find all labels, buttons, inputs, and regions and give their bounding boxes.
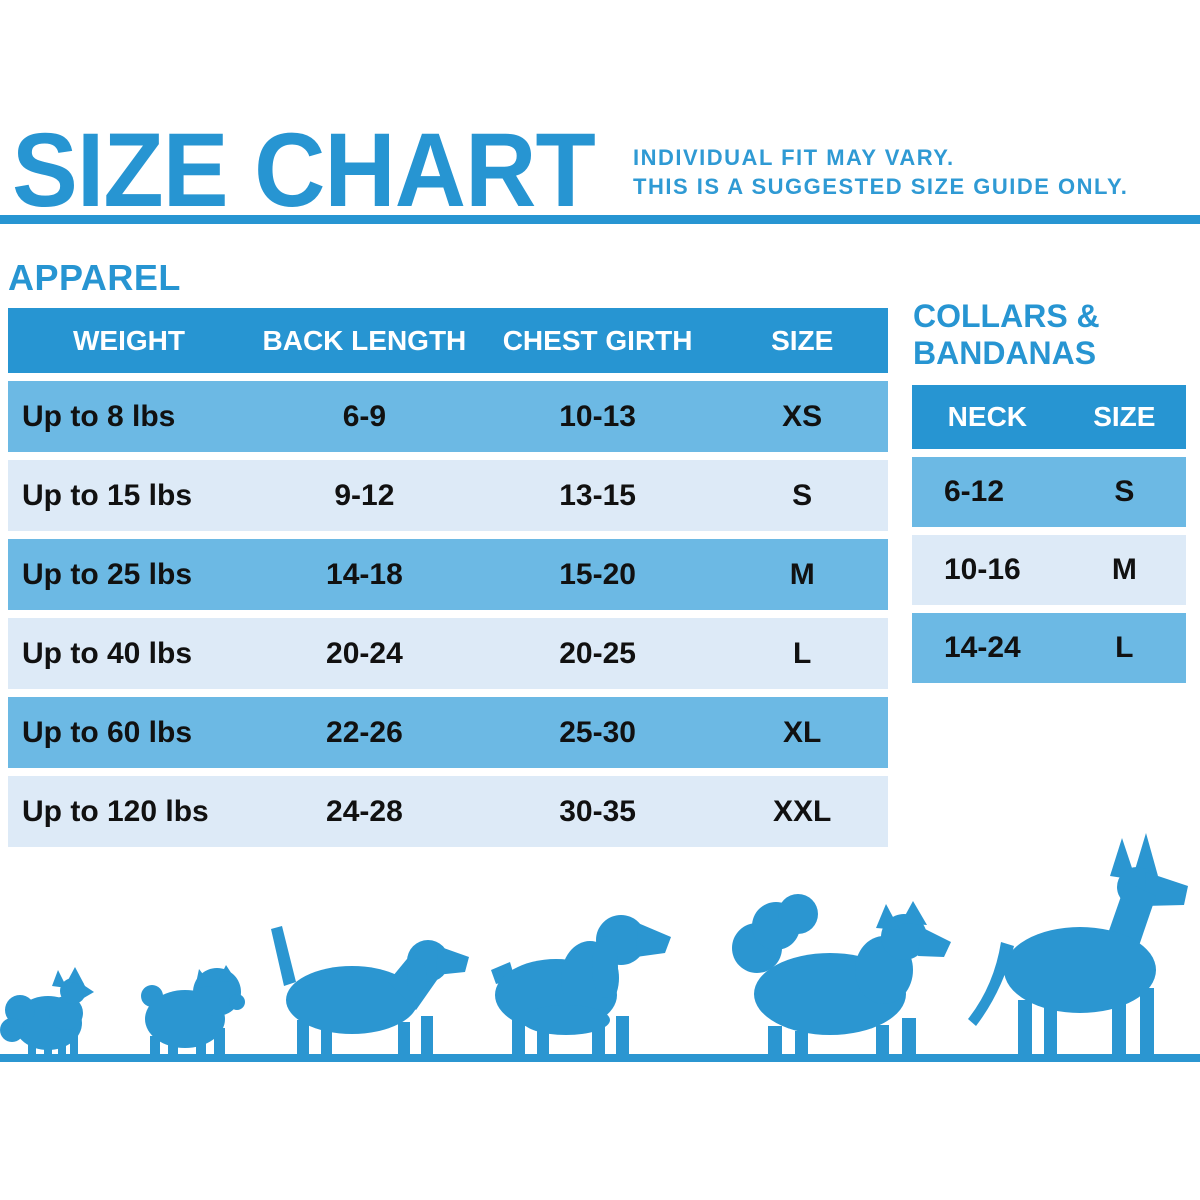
collars-section-title: COLLARS & BANDANAS [913,298,1100,372]
cell-back-length: 6-9 [342,399,387,433]
cell-weight: Up to 40 lbs [22,636,193,670]
disclaimer-line-1: INDIVIDUAL FIT MAY VARY. [633,145,955,170]
cell-neck: 6-12 [944,475,1005,508]
cell-chest-girth: 10-13 [559,399,636,433]
apparel-row-xl: Up to 60 lbs 22-26 25-30 XL [8,697,888,768]
dog-size-lineup [0,833,1200,1062]
cell-chest-girth: 20-25 [559,636,636,670]
cell-weight: Up to 25 lbs [22,557,193,591]
cell-neck: 10-16 [944,553,1021,586]
apparel-row-s: Up to 15 lbs 9-12 13-15 S [8,460,888,531]
apparel-size-table: WEIGHT BACK LENGTH CHEST GIRTH SIZE Up t… [8,308,888,847]
cell-back-length: 20-24 [326,636,403,670]
title-underline [0,215,1200,224]
apparel-row-l: Up to 40 lbs 20-24 20-25 L [8,618,888,689]
cell-back-length: 22-26 [326,715,403,749]
apparel-section-title: APPAREL [8,257,181,298]
cell-back-length: 14-18 [326,557,403,591]
cell-back-length: 24-28 [326,794,403,828]
cell-size: M [789,557,815,591]
ground-line-icon [0,1054,1200,1062]
cell-weight: Up to 15 lbs [22,478,193,512]
collars-table-header-row: NECK SIZE [912,385,1186,449]
collars-title-line-2: BANDANAS [913,335,1097,372]
cell-chest-girth: 15-20 [559,557,636,591]
cell-size: M [1111,553,1137,586]
cell-chest-girth: 25-30 [559,715,636,749]
cocker-spaniel-dog-icon [491,915,671,1056]
collars-title-line-1: COLLARS & [913,298,1100,334]
cell-size: L [793,636,812,670]
apparel-row-xxl: Up to 120 lbs 24-28 30-35 XXL [8,776,888,847]
apparel-table-header-row: WEIGHT BACK LENGTH CHEST GIRTH SIZE [8,308,888,373]
cell-size: XXL [773,794,832,828]
husky-dog-icon [732,894,951,1056]
cell-size: XS [782,399,823,433]
apparel-header-size: SIZE [771,324,834,356]
apparel-header-chest-girth: CHEST GIRTH [502,324,693,356]
cell-weight: Up to 60 lbs [22,715,193,749]
cell-neck: 14-24 [944,631,1021,664]
page-title: SIZE CHART [12,112,596,229]
apparel-header-weight: WEIGHT [73,324,185,356]
beagle-dog-icon [271,926,469,1056]
apparel-header-back-length: BACK LENGTH [262,324,467,356]
collars-header-size: SIZE [1093,401,1156,432]
collars-row-l: 14-24 L [912,613,1186,683]
cell-chest-girth: 30-35 [559,794,636,828]
disclaimer-text: INDIVIDUAL FIT MAY VARY. THIS IS A SUGGE… [633,144,1128,201]
cell-size: XL [783,715,822,749]
collars-header-neck: NECK [947,401,1028,432]
cell-size: S [792,478,813,512]
cell-size: L [1115,631,1134,664]
cell-size: S [1114,475,1135,508]
collars-row-s: 6-12 S [912,457,1186,527]
cell-weight: Up to 120 lbs [22,794,209,828]
collars-size-table: NECK SIZE 6-12 S 10-16 M 14-24 L [912,385,1186,683]
great-dane-dog-icon [968,833,1188,1056]
apparel-row-m: Up to 25 lbs 14-18 15-20 M [8,539,888,610]
cell-weight: Up to 8 lbs [22,399,176,433]
disclaimer-line-2: THIS IS A SUGGESTED SIZE GUIDE ONLY. [633,173,1129,199]
pug-dog-icon [141,965,245,1056]
cell-back-length: 9-12 [334,478,395,512]
papillon-dog-icon [0,967,94,1056]
collars-row-m: 10-16 M [912,535,1186,605]
cell-chest-girth: 13-15 [559,478,636,512]
apparel-row-xs: Up to 8 lbs 6-9 10-13 XS [8,381,888,452]
